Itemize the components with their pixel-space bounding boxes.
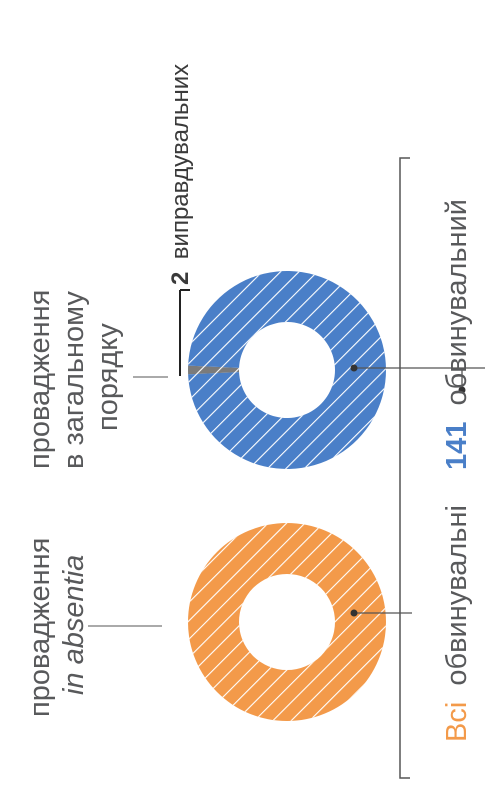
legend-general-order-value: 141 [441, 422, 473, 470]
legend-in-absentia-prefix: Всі [441, 702, 473, 742]
callout-acquittals-text: виправдувальних [167, 64, 194, 259]
legend-in-absentia-marker [350, 609, 412, 617]
label-general-order-line3: порядку [92, 323, 124, 431]
label-in-absentia-line1: провадження [24, 538, 56, 717]
legend-general-order: 141 обвинувальний [441, 199, 473, 470]
donut-in-absentia [188, 523, 386, 721]
callout-acquittals: 2 виправдувальних [167, 64, 194, 285]
legend-general-order-marker [350, 364, 485, 394]
callout-acquittals-leader [179, 289, 190, 376]
legend-bracket [399, 157, 410, 779]
donut-general-order-hatch [188, 271, 386, 469]
label-general-order-line2: в загальному [58, 291, 90, 469]
legend-general-order-text: обвинувальний [441, 199, 473, 406]
legend-in-absentia-text: обвинувальні [441, 505, 473, 686]
legend-in-absentia: Всі обвинувальні [441, 505, 473, 742]
label-in-absentia-line2: in absentia [58, 555, 90, 695]
label-general-order-line1: провадження [24, 290, 56, 469]
donut-in-absentia-hatch [188, 523, 386, 721]
donut-general-order [187, 270, 386, 470]
callout-acquittals-value: 2 [167, 272, 194, 285]
